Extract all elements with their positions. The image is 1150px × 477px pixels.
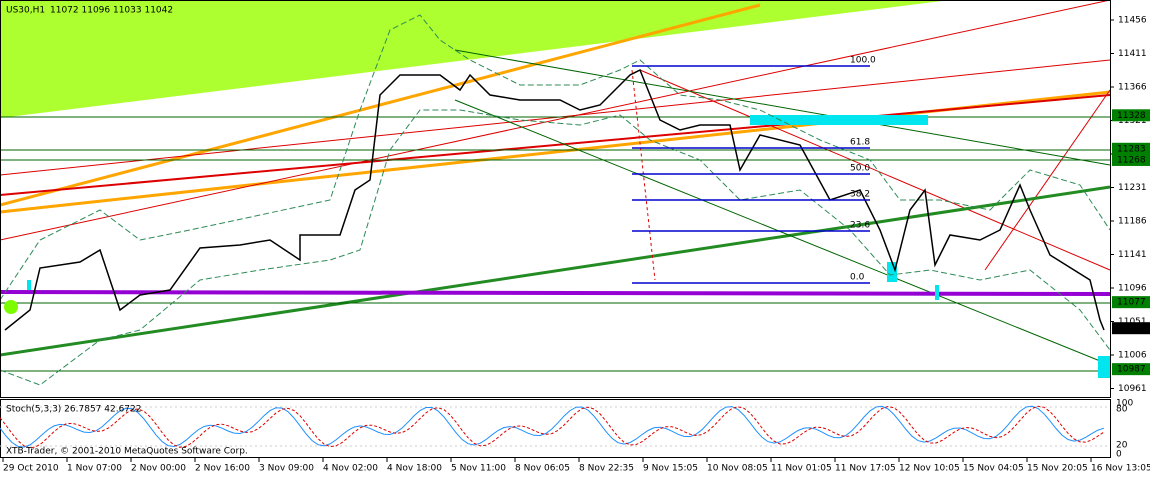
- price-marker: 11042: [1117, 324, 1146, 334]
- price-label: 10961: [1118, 384, 1147, 394]
- price-marker: 11077: [1117, 298, 1146, 308]
- price-marker-bg: [1112, 153, 1150, 166]
- orange-line: [0, 3, 761, 207]
- price-label: 11231: [1118, 183, 1147, 193]
- indicator-axis-label: 0: [1116, 450, 1122, 460]
- time-label: 12 Nov 10:05: [899, 464, 960, 474]
- red-line: [0, 0, 1111, 241]
- indicator-pane: [0, 399, 1111, 458]
- copyright: XTB-Trader, © 2001-2010 MetaQuotes Softw…: [6, 447, 248, 457]
- price-marker: 11328: [1117, 111, 1146, 121]
- fib-retracement: 100.0 61.8 50.0 38.2 23.6 0.0: [632, 56, 876, 284]
- main-pane-border: [0, 0, 1111, 398]
- fib-label: 38.2: [850, 190, 870, 200]
- time-label: 2 Nov 16:00: [195, 464, 250, 474]
- fib-label: 100.0: [850, 56, 876, 66]
- highlight: [935, 285, 939, 300]
- price-line: [4, 68, 1105, 331]
- green-line: [454, 99, 1111, 366]
- highlight: [887, 262, 897, 282]
- green-line: [454, 49, 1111, 166]
- time-label: 4 Nov 18:00: [387, 464, 442, 474]
- price-label: 11366: [1118, 83, 1147, 93]
- time-label: 16 Nov 13:05: [1091, 464, 1150, 474]
- price-label: 11096: [1118, 284, 1147, 294]
- highlight: [27, 280, 31, 290]
- time-label: 11 Nov 17:05: [835, 464, 896, 474]
- highlight: [1098, 356, 1110, 378]
- lower-band: [0, 109, 1111, 386]
- channel-fill: [0, 0, 950, 118]
- price-marker-bg: [1112, 109, 1150, 122]
- green-line: [0, 185, 1111, 357]
- highlight-boxes: [27, 115, 1110, 378]
- symbol: US30,H1: [6, 6, 45, 16]
- time-label: 15 Nov 20:05: [1027, 464, 1088, 474]
- time-label: 8 Nov 22:35: [579, 464, 634, 474]
- fib-label: 50.0: [850, 164, 870, 174]
- price-marker: 10987: [1117, 365, 1146, 375]
- bands: [0, 14, 1111, 386]
- red-line: [0, 94, 1111, 196]
- red-line: [984, 89, 1111, 271]
- fib-trend: [631, 69, 656, 281]
- marker-dot: [4, 300, 18, 314]
- time-label: 15 Nov 04:05: [963, 464, 1024, 474]
- upper-band: [0, 14, 1111, 301]
- time-label: 8 Nov 06:05: [515, 464, 570, 474]
- price-marker: 11283: [1117, 144, 1146, 154]
- time-label: 2 Nov 00:00: [131, 464, 186, 474]
- time-label: 4 Nov 02:00: [323, 464, 378, 474]
- price-label: 11411: [1118, 49, 1147, 59]
- indicator-axis-label: 100: [1116, 399, 1133, 409]
- ohlc: 11072 11096 11033 11042: [50, 6, 173, 16]
- price-marker: 11268: [1117, 155, 1146, 165]
- time-label: 3 Nov 09:00: [259, 464, 314, 474]
- purple-line: [0, 290, 1111, 296]
- time-label: 10 Nov 08:05: [707, 464, 768, 474]
- time-label: 11 Nov 01:05: [771, 464, 832, 474]
- time-label: 9 Nov 15:05: [643, 464, 698, 474]
- highlight: [750, 115, 928, 125]
- price-marker-bg: [1112, 363, 1150, 376]
- price-label: 11456: [1118, 16, 1147, 26]
- red-line: [639, 69, 1111, 271]
- fib-label: 23.6: [850, 221, 870, 231]
- indicator-axis-label: 20: [1116, 441, 1128, 451]
- stoch-signal: [0, 405, 1105, 449]
- stoch-main: [0, 405, 1105, 448]
- time-label: 1 Nov 07:00: [67, 464, 122, 474]
- price-label: 11141: [1118, 250, 1147, 260]
- indicator-label: Stoch(5,3,3) 26.7857 42.6722: [6, 405, 141, 415]
- price-marker-bg: [1112, 322, 1150, 335]
- time-label: 29 Oct 2010: [3, 464, 59, 474]
- fib-label: 61.8: [850, 138, 870, 148]
- time-label: 5 Nov 11:00: [451, 464, 506, 474]
- price-label: 11051: [1118, 317, 1147, 327]
- price-label: 11186: [1118, 217, 1147, 227]
- price-marker-bg: [1112, 142, 1150, 155]
- fib-label: 0.0: [850, 273, 865, 283]
- price-label: 11006: [1118, 351, 1147, 361]
- indicator-axis-label: 80: [1116, 405, 1128, 415]
- price-marker-bg: [1112, 296, 1150, 309]
- trend-lines: [0, 0, 1111, 372]
